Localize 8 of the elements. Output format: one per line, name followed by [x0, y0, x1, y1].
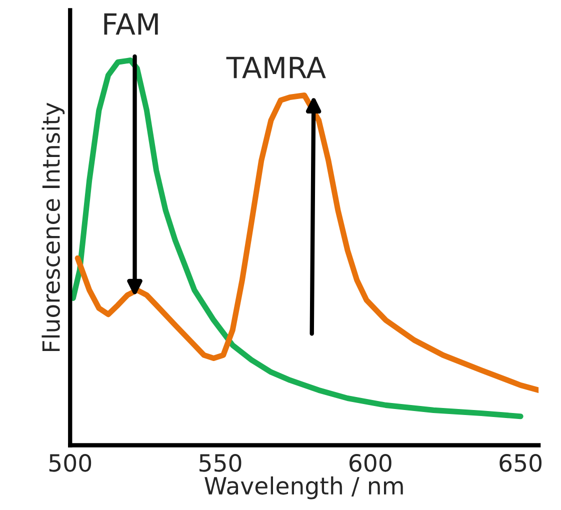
x-tick-label: 600 — [350, 454, 392, 472]
x-tick-label: 550 — [200, 454, 242, 472]
series-label: FAM — [104, 13, 158, 35]
x-axis-title: Wavelength / nm — [204, 476, 403, 500]
series-label: TAMRA — [226, 56, 326, 78]
x-tick-label: 650 — [500, 454, 542, 472]
y-axis-title: Fluorescence Intnsity — [42, 102, 65, 352]
x-tick-label: 500 — [49, 454, 92, 472]
